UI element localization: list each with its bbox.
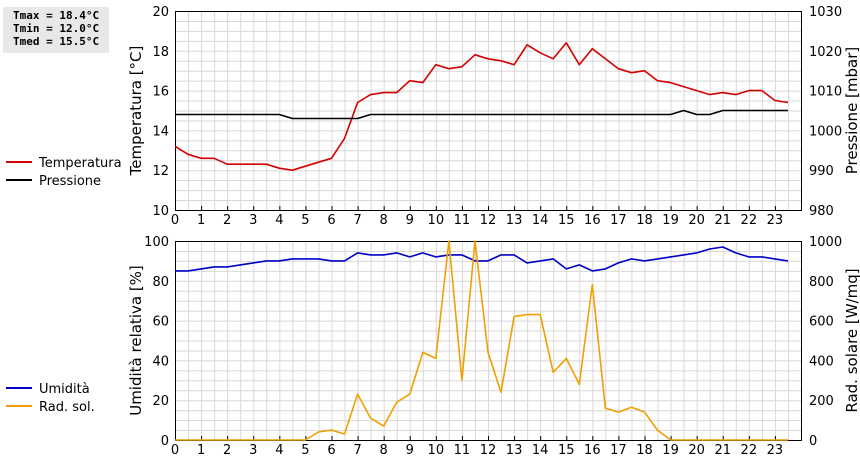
legend-label: Rad. sol. bbox=[39, 400, 95, 415]
x-tick-label: 7 bbox=[353, 443, 361, 458]
x-tick-label: 3 bbox=[249, 213, 257, 228]
y2-tick-label: 1000 bbox=[809, 124, 842, 139]
stats-box: Tmax = 18.4°C Tmin = 12.0°C Tmed = 15.5°… bbox=[3, 7, 109, 53]
y-tick-label: 80 bbox=[152, 275, 169, 290]
x-tick-label: 12 bbox=[480, 443, 497, 458]
y2-tick-label: 600 bbox=[809, 315, 834, 330]
x-tick-label: 14 bbox=[532, 213, 549, 228]
x-tick-label: 21 bbox=[714, 213, 731, 228]
x-tick-label: 13 bbox=[506, 213, 523, 228]
y-axis-title: Umidità relativa [%] bbox=[127, 265, 145, 416]
x-tick-label: 10 bbox=[428, 443, 445, 458]
x-tick-label: 18 bbox=[636, 213, 653, 228]
x-tick-label: 8 bbox=[380, 443, 388, 458]
x-tick-label: 17 bbox=[610, 213, 627, 228]
x-tick-label: 18 bbox=[636, 443, 653, 458]
x-tick-label: 16 bbox=[584, 213, 601, 228]
y2-tick-label: 1000 bbox=[809, 235, 842, 250]
x-tick-label: 6 bbox=[327, 213, 335, 228]
x-tick-label: 9 bbox=[406, 443, 414, 458]
y2-tick-label: 0 bbox=[809, 434, 817, 449]
stat-tmed: Tmed = 15.5°C bbox=[13, 35, 100, 48]
series-line-0-1 bbox=[175, 109, 788, 120]
x-tick-label: 17 bbox=[610, 443, 627, 458]
x-tick-label: 23 bbox=[767, 213, 784, 228]
x-tick-label: 4 bbox=[275, 213, 283, 228]
stat-tmin: Tmin = 12.0°C bbox=[13, 22, 100, 35]
y2-tick-label: 1010 bbox=[809, 85, 842, 100]
x-tick-label: 22 bbox=[741, 443, 758, 458]
y2-tick-label: 800 bbox=[809, 275, 834, 290]
x-tick-label: 3 bbox=[249, 443, 257, 458]
y2-tick-label: 1020 bbox=[809, 45, 842, 60]
x-tick-label: 1 bbox=[197, 213, 205, 228]
y-tick-label: 20 bbox=[152, 5, 169, 20]
y-tick-label: 16 bbox=[152, 85, 169, 100]
y-tick-label: 10 bbox=[152, 204, 169, 219]
series-line-0-0 bbox=[174, 41, 789, 171]
y2-tick-label: 200 bbox=[809, 394, 834, 409]
legend-label: Umidità bbox=[39, 382, 90, 397]
x-tick-label: 15 bbox=[558, 443, 575, 458]
x-tick-label: 13 bbox=[506, 443, 523, 458]
y2-tick-label: 1030 bbox=[809, 5, 842, 20]
x-tick-label: 1 bbox=[197, 443, 205, 458]
x-tick-label: 11 bbox=[454, 443, 471, 458]
x-tick-label: 19 bbox=[662, 443, 679, 458]
x-tick-label: 0 bbox=[171, 213, 179, 228]
plot-frame bbox=[175, 11, 802, 211]
x-tick-label: 15 bbox=[558, 213, 575, 228]
y-tick-label: 100 bbox=[144, 235, 169, 250]
y-axis-title: Temperatura [°C] bbox=[127, 46, 145, 177]
y-tick-label: 0 bbox=[161, 434, 169, 449]
stat-tmax: Tmax = 18.4°C bbox=[13, 9, 100, 22]
y2-tick-label: 990 bbox=[809, 164, 834, 179]
x-tick-label: 19 bbox=[662, 213, 679, 228]
series-line-1-0 bbox=[175, 246, 789, 272]
y-tick-label: 14 bbox=[152, 124, 169, 139]
x-tick-label: 0 bbox=[171, 443, 179, 458]
chart-panel-1: 0 1 2 3 4 5 6 7 8 9 10 11 12 13 14 15 16 17 18 19 20 21 22 2302… bbox=[6, 235, 860, 458]
x-tick-label: 12 bbox=[480, 213, 497, 228]
x-tick-label: 23 bbox=[767, 443, 784, 458]
y-tick-label: 18 bbox=[152, 45, 169, 60]
x-tick-label: 11 bbox=[454, 213, 471, 228]
y2-axis-title: Rad. solare [W/mq] bbox=[843, 268, 860, 412]
y2-tick-label: 400 bbox=[809, 354, 834, 369]
x-tick-label: 2 bbox=[223, 443, 231, 458]
y-tick-label: 40 bbox=[152, 354, 169, 369]
x-tick-label: 4 bbox=[275, 443, 283, 458]
chart-panel-0: 0 1 2 3 4 5 6 7 8 9 10 11 12 13 14 15 16 17 18 19 20 21 22 2310… bbox=[6, 5, 860, 228]
x-tick-label: 20 bbox=[688, 443, 705, 458]
x-tick-label: 16 bbox=[584, 443, 601, 458]
x-tick-label: 5 bbox=[301, 443, 309, 458]
y2-tick-label: 980 bbox=[809, 204, 834, 219]
y-tick-label: 20 bbox=[152, 394, 169, 409]
x-tick-label: 21 bbox=[714, 443, 731, 458]
y2-axis-title: Pressione [mbar] bbox=[843, 47, 860, 175]
legend-label: Pressione bbox=[39, 174, 101, 189]
x-tick-label: 14 bbox=[532, 443, 549, 458]
plot-frame bbox=[175, 241, 802, 441]
x-tick-label: 6 bbox=[327, 443, 335, 458]
x-tick-label: 2 bbox=[223, 213, 231, 228]
series-line-1-1 bbox=[175, 240, 788, 441]
x-tick-label: 9 bbox=[406, 213, 414, 228]
x-tick-label: 22 bbox=[741, 213, 758, 228]
y-tick-label: 12 bbox=[152, 164, 169, 179]
x-tick-label: 5 bbox=[301, 213, 309, 228]
x-tick-label: 20 bbox=[688, 213, 705, 228]
legend-label: Temperatura bbox=[38, 156, 122, 171]
x-tick-label: 10 bbox=[428, 213, 445, 228]
x-tick-label: 7 bbox=[353, 213, 361, 228]
y-tick-label: 60 bbox=[152, 315, 169, 330]
x-tick-label: 8 bbox=[380, 213, 388, 228]
